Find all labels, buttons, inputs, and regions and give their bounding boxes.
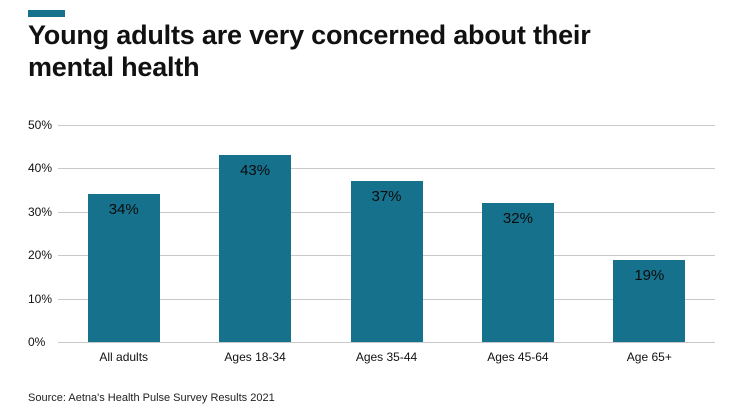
x-axis-labels: All adults Ages 18-34 Ages 35-44 Ages 45-64…	[58, 350, 715, 364]
bar-column: 37%	[321, 125, 452, 342]
bar-all-adults: 34%	[87, 194, 160, 342]
bar-value-label: 43%	[240, 162, 271, 180]
gridline-50	[58, 125, 715, 126]
accent-bar	[28, 10, 65, 17]
ytick-label-10: 10%	[28, 291, 53, 306]
bar-value-label: 32%	[502, 210, 533, 228]
source-note: Source: Aetna's Health Pulse Survey Resu…	[28, 392, 275, 404]
x-label-ages-35-44: Ages 35-44	[355, 350, 418, 364]
bar-ages-18-34: 43%	[219, 155, 292, 342]
ytick-label-0: 0%	[28, 335, 46, 349]
bar-chart: 0% 10% 20% 30% 40% 50% 34% 43% 37% 32% 19%	[28, 118, 715, 349]
chart-title: Young adults are very concerned about th…	[28, 20, 591, 82]
x-label-all-adults: All adults	[99, 350, 149, 364]
bar-column: 43%	[189, 125, 320, 342]
x-label-ages-18-34: Ages 18-34	[224, 350, 286, 364]
ytick-label-20: 20%	[28, 248, 53, 263]
ytick-label-40: 40%	[28, 161, 53, 176]
bar-column: 32%	[452, 125, 583, 342]
bar-value-label: 19%	[634, 266, 665, 284]
bar-column: 34%	[58, 125, 189, 342]
gridline-40	[58, 168, 715, 170]
bar-value-label: 34%	[108, 201, 139, 219]
bar-ages-35-44: 37%	[350, 181, 423, 342]
x-label-age-65-: Age 65+	[626, 350, 672, 364]
bar-column: 19%	[584, 125, 715, 342]
ytick-label-30: 30%	[28, 204, 53, 219]
bar-value-label: 37%	[371, 188, 402, 206]
x-label-ages-45-64: Ages 45-64	[487, 350, 549, 364]
bars: 34% 43% 37% 32% 19%	[58, 125, 715, 342]
ytick-label-50: 50%	[28, 118, 53, 132]
bar-age-65-: 19%	[613, 259, 686, 342]
gridline-0	[58, 342, 715, 343]
bar-ages-45-64: 32%	[481, 203, 554, 342]
